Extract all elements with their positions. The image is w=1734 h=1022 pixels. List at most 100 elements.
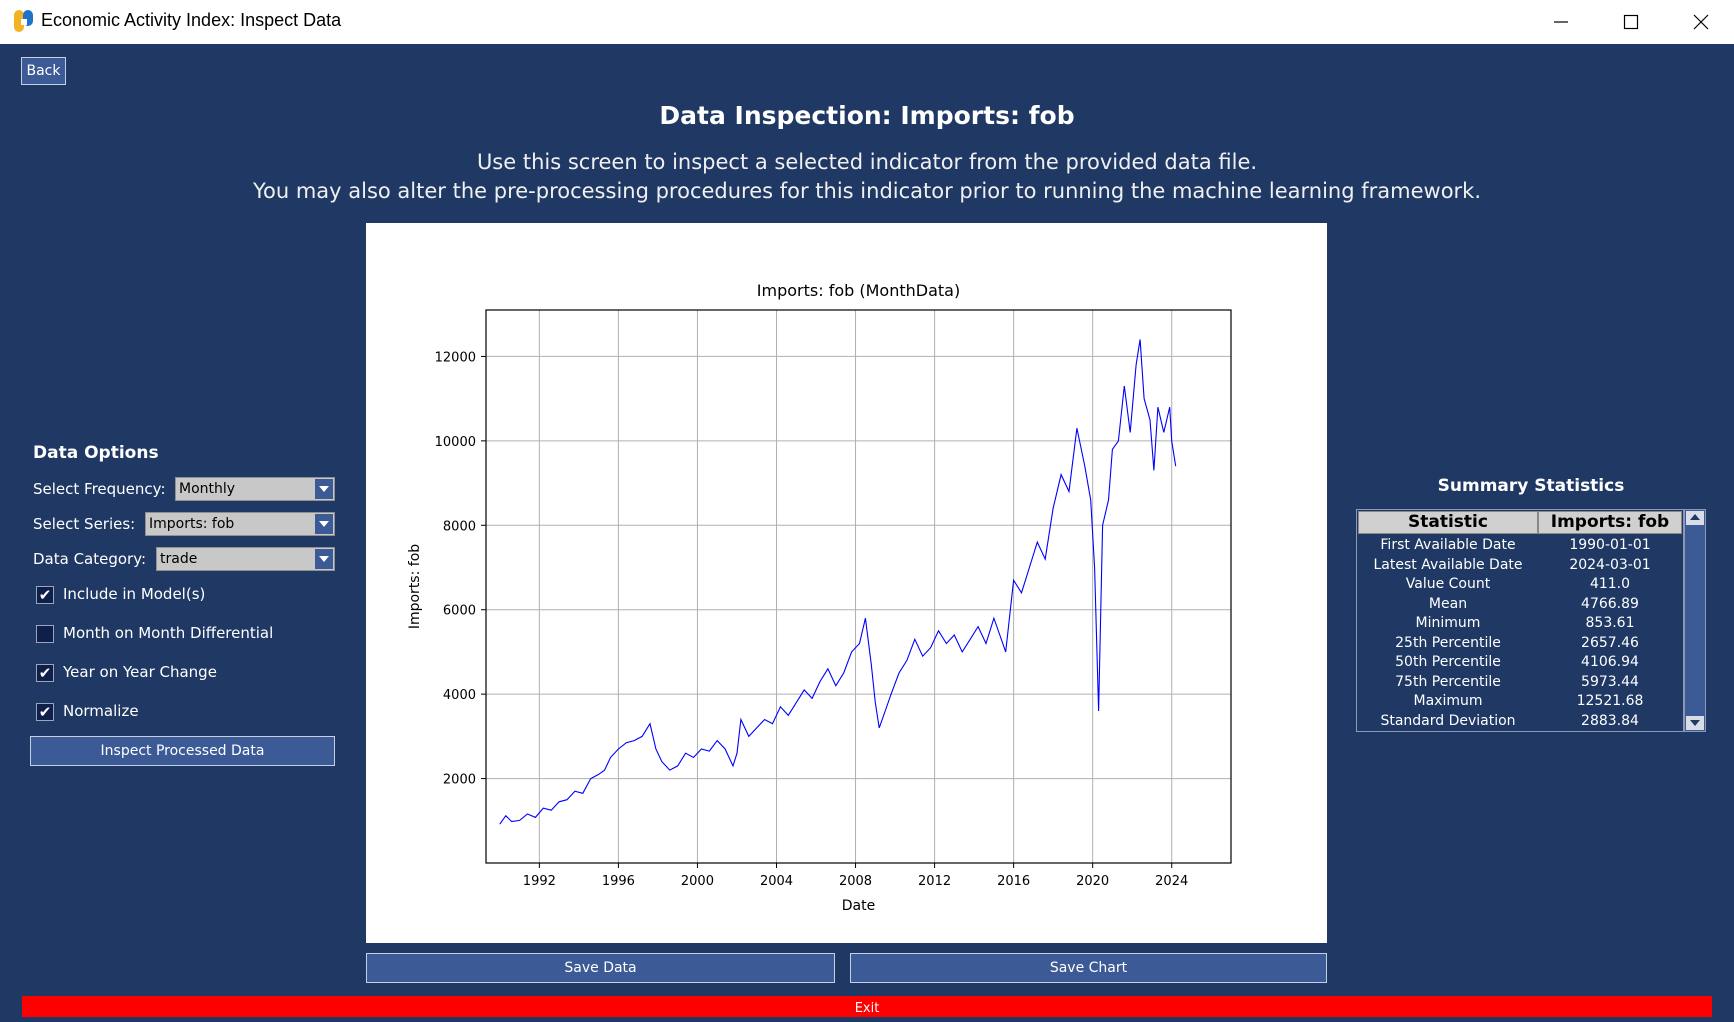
- chart-panel: 1992 1996 2000 2004 2008 2012 2016 2020 2024 2000…: [366, 223, 1327, 943]
- statistic-name: Latest Available Date: [1373, 556, 1523, 573]
- x-axis-label: Date: [842, 898, 875, 914]
- y-tick-label: 6000: [443, 604, 476, 619]
- chevron-down-icon: [315, 479, 333, 499]
- month-on-month-differential-label: Month on Month Differential: [63, 624, 274, 642]
- line-chart: 1992 1996 2000 2004 2008 2012 2016 2020 2024 2000…: [407, 281, 1232, 914]
- maximize-button[interactable]: [1596, 0, 1666, 44]
- year-on-year-change-label: Year on Year Change: [63, 663, 217, 681]
- page-title: Data Inspection: Imports: fob: [659, 101, 1075, 130]
- statistic-value: 2657.46: [1581, 634, 1639, 651]
- x-tick-label: 2008: [839, 874, 872, 889]
- page-subtitle-line1: Use this screen to inspect a selected in…: [476, 150, 1258, 174]
- scroll-up-icon[interactable]: [1686, 511, 1704, 525]
- close-icon: [1693, 14, 1709, 30]
- page-subtitle-line2: You may also alter the pre-processing pr…: [252, 179, 1482, 203]
- series-value: Imports: fob: [149, 516, 235, 532]
- statistic-name: 25th Percentile: [1395, 634, 1501, 651]
- chevron-down-icon: [315, 549, 333, 569]
- table-row: Mean 4766.89: [1357, 595, 1683, 614]
- y-axis-label: Imports: fob: [407, 544, 423, 629]
- x-tick-label: 2004: [760, 874, 793, 889]
- category-select[interactable]: trade: [156, 547, 335, 571]
- category-value: trade: [160, 551, 198, 567]
- column-header-value[interactable]: Imports: fob: [1538, 511, 1682, 534]
- y-tick-label: 4000: [443, 688, 476, 703]
- data-options-title: Data Options: [33, 443, 159, 463]
- table-row: Maximum 12521.68: [1357, 692, 1683, 711]
- save-chart-button[interactable]: Save Chart: [850, 953, 1327, 983]
- normalize-label: Normalize: [63, 702, 139, 720]
- statistic-name: Mean: [1428, 595, 1468, 612]
- y-tick-label: 12000: [435, 350, 476, 365]
- exit-button[interactable]: Exit: [22, 996, 1712, 1017]
- table-row: First Available Date 1990-01-01: [1357, 536, 1683, 555]
- statistic-name: 50th Percentile: [1395, 654, 1501, 670]
- x-tick-label: 2020: [1076, 874, 1109, 889]
- close-button[interactable]: [1666, 0, 1734, 44]
- y-tick-label: 2000: [443, 773, 476, 788]
- table-row: 75th Percentile 5973.44: [1357, 673, 1683, 692]
- summary-title: Summary Statistics: [1437, 476, 1625, 496]
- y-tick-label: 8000: [443, 519, 476, 534]
- table-row: Value Count 411.0: [1357, 575, 1683, 594]
- window-title: Economic Activity Index: Inspect Data: [41, 10, 342, 30]
- summary-table: Statistic Imports: fob First Available D…: [1356, 509, 1684, 732]
- statistic-value: 853.61: [1585, 615, 1635, 631]
- statistic-name: 75th Percentile: [1395, 673, 1501, 690]
- statistic-name: Maximum: [1413, 693, 1483, 709]
- category-label: Data Category:: [33, 550, 147, 568]
- frequency-select[interactable]: Monthly: [175, 477, 335, 501]
- chart-title: Imports: fob (MonthData): [757, 281, 960, 300]
- table-row: Minimum 853.61: [1357, 614, 1683, 633]
- checkmark-icon: ✔: [38, 703, 52, 721]
- x-tick-label: 2000: [681, 874, 714, 889]
- x-tick-label: 1996: [602, 874, 635, 889]
- series-select[interactable]: Imports: fob: [145, 512, 335, 536]
- app-logo-icon: [14, 10, 33, 32]
- table-row: 25th Percentile 2657.46: [1357, 634, 1683, 653]
- back-button[interactable]: Back: [21, 57, 66, 85]
- checkmark-icon: ✔: [38, 586, 52, 604]
- month-on-month-differential-checkbox[interactable]: [36, 625, 54, 643]
- frequency-value: Monthly: [179, 481, 236, 497]
- x-tick-label: 1992: [523, 874, 556, 889]
- minimize-icon: [1554, 21, 1568, 23]
- column-header-statistic[interactable]: Statistic: [1358, 511, 1538, 534]
- statistic-value: 12521.68: [1576, 693, 1644, 709]
- statistic-value: 2883.84: [1581, 712, 1639, 729]
- maximize-icon: [1623, 14, 1639, 30]
- statistic-value: 411.0: [1589, 576, 1631, 592]
- save-data-button[interactable]: Save Data: [366, 953, 835, 983]
- chevron-down-icon: [315, 514, 333, 534]
- statistic-name: Minimum: [1415, 615, 1481, 631]
- inspect-processed-data-button[interactable]: Inspect Processed Data: [30, 736, 335, 766]
- include-in-models-checkbox[interactable]: ✔: [36, 586, 54, 604]
- year-on-year-change-checkbox[interactable]: ✔: [36, 664, 54, 682]
- statistic-value: 4106.94: [1581, 654, 1639, 670]
- minimize-button[interactable]: [1526, 0, 1596, 44]
- normalize-checkbox[interactable]: ✔: [36, 703, 54, 721]
- statistic-name: First Available Date: [1380, 537, 1516, 553]
- x-tick-label: 2024: [1155, 874, 1188, 889]
- table-row: Standard Deviation 2883.84: [1357, 712, 1683, 731]
- window-titlebar: Economic Activity Index: Inspect Data: [0, 0, 1734, 44]
- table-row: Latest Available Date 2024-03-01: [1357, 556, 1683, 575]
- table-row: 50th Percentile 4106.94: [1357, 653, 1683, 672]
- statistic-name: Value Count: [1405, 576, 1491, 592]
- x-tick-label: 2016: [997, 874, 1030, 889]
- statistic-value: 2024-03-01: [1569, 556, 1651, 573]
- series-line: [499, 339, 1177, 825]
- statistic-value: 1990-01-01: [1569, 537, 1651, 553]
- checkmark-icon: ✔: [38, 664, 52, 682]
- frequency-label: Select Frequency:: [33, 480, 166, 498]
- scroll-down-icon[interactable]: [1686, 716, 1704, 730]
- statistic-name: Standard Deviation: [1380, 712, 1516, 729]
- statistic-value: 5973.44: [1581, 673, 1639, 690]
- series-label: Select Series:: [33, 515, 136, 533]
- x-tick-label: 2012: [918, 874, 951, 889]
- plot-frame: [485, 309, 1232, 864]
- y-tick-label: 10000: [435, 435, 476, 450]
- summary-scrollbar[interactable]: [1684, 509, 1706, 732]
- statistic-value: 4766.89: [1581, 595, 1639, 612]
- include-in-models-label: Include in Model(s): [63, 585, 206, 603]
